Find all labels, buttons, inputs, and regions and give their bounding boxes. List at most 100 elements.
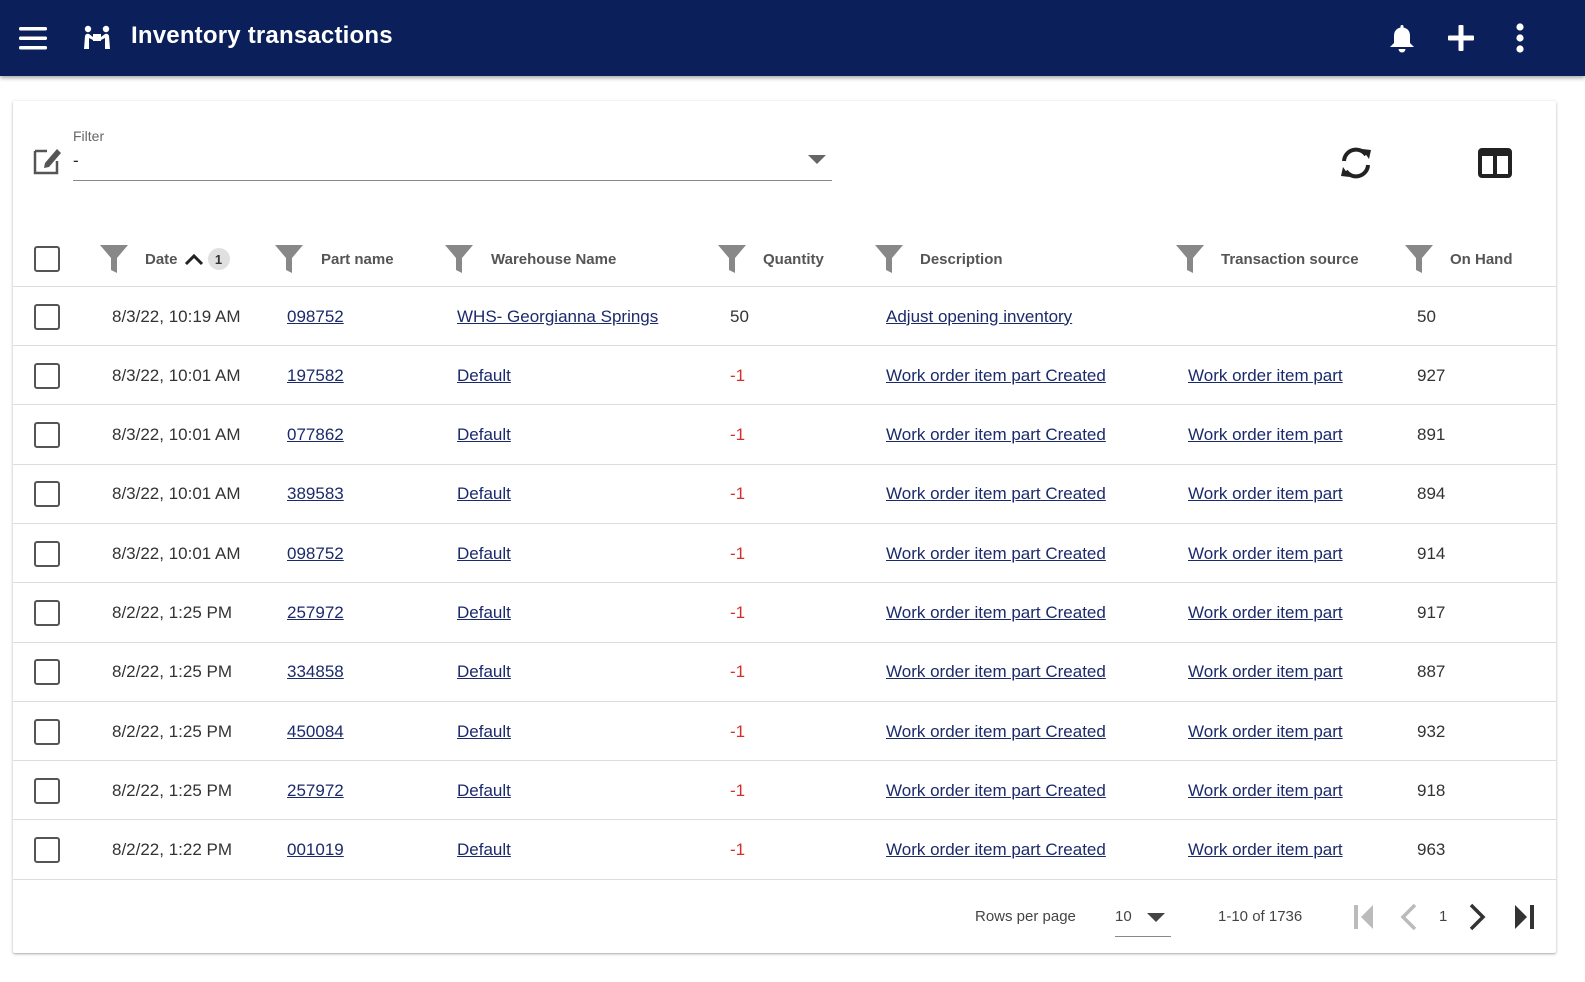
table-row: 8/2/22, 1:25 PM 450084 Default -1 Work order… bbox=[13, 702, 1556, 762]
previous-page-icon[interactable] bbox=[1399, 903, 1419, 935]
transaction-source-link[interactable]: Work order item part bbox=[1188, 840, 1343, 860]
transaction-source-link[interactable]: Work order item part bbox=[1188, 365, 1343, 385]
transaction-source-link[interactable]: Work order item part bbox=[1188, 780, 1343, 800]
column-header-warehouse-name[interactable]: Warehouse Name bbox=[491, 231, 616, 287]
part-link[interactable]: 450084 bbox=[287, 721, 344, 741]
row-checkbox[interactable] bbox=[34, 821, 60, 880]
rows-per-page-value: 10 bbox=[1115, 908, 1132, 925]
add-icon[interactable] bbox=[1441, 18, 1481, 58]
cell-date: 8/3/22, 10:01 AM bbox=[112, 543, 241, 563]
description-link[interactable]: Work order item part Created bbox=[886, 603, 1106, 622]
part-link[interactable]: 334858 bbox=[287, 662, 344, 682]
first-page-icon[interactable] bbox=[1353, 903, 1375, 935]
row-checkbox[interactable] bbox=[34, 524, 60, 583]
row-checkbox[interactable] bbox=[34, 346, 60, 405]
filter-funnel-icon[interactable] bbox=[1404, 231, 1434, 287]
row-checkbox[interactable] bbox=[34, 465, 60, 524]
transaction-source-link[interactable]: Work order item part bbox=[1188, 484, 1343, 504]
column-header-part-name[interactable]: Part name bbox=[321, 231, 394, 287]
transaction-source-link[interactable]: Work order item part bbox=[1188, 721, 1343, 741]
view-columns-icon[interactable] bbox=[1478, 148, 1512, 183]
filter-funnel-icon[interactable] bbox=[274, 231, 304, 287]
description-link[interactable]: Work order item part Created bbox=[886, 543, 1106, 563]
filter-funnel-icon[interactable] bbox=[99, 231, 129, 287]
part-link[interactable]: 098752 bbox=[287, 306, 344, 326]
row-checkbox[interactable] bbox=[34, 761, 60, 820]
cell-date: 8/3/22, 10:01 AM bbox=[112, 425, 241, 445]
bell-icon[interactable] bbox=[1382, 18, 1422, 58]
part-link[interactable]: 197582 bbox=[287, 365, 344, 385]
warehouse-link[interactable]: Default bbox=[457, 543, 511, 563]
table-header: Date 1 Part name Warehouse Name Quantity… bbox=[13, 231, 1556, 287]
warehouse-link[interactable]: WHS- Georgianna Springs bbox=[457, 306, 659, 326]
filter-select[interactable]: - bbox=[73, 151, 79, 170]
warehouse-link[interactable]: Default bbox=[457, 365, 511, 385]
cell-date: 8/2/22, 1:22 PM bbox=[112, 840, 233, 860]
cell-quantity: -1 bbox=[730, 840, 746, 860]
rows-per-page-select[interactable]: 10 bbox=[1115, 899, 1171, 937]
last-page-icon[interactable] bbox=[1513, 903, 1535, 935]
filter-funnel-icon[interactable] bbox=[1175, 231, 1205, 287]
cell-on-hand: 887 bbox=[1417, 662, 1446, 682]
description-link[interactable]: Work order item part Created bbox=[886, 780, 1106, 800]
cell-quantity: 50 bbox=[730, 306, 749, 326]
table-row: 8/3/22, 10:01 AM 098752 Default -1 Work orde… bbox=[13, 524, 1556, 584]
sort-order-badge: 1 bbox=[207, 248, 230, 270]
column-header-quantity[interactable]: Quantity bbox=[763, 231, 824, 287]
part-link[interactable]: 257972 bbox=[287, 780, 344, 800]
description-link[interactable]: Work order item part Created bbox=[886, 662, 1106, 682]
row-checkbox[interactable] bbox=[34, 702, 60, 761]
cell-on-hand: 894 bbox=[1417, 484, 1446, 504]
part-link[interactable]: 098752 bbox=[287, 543, 344, 563]
description-link[interactable]: Work order item part Created bbox=[886, 840, 1106, 860]
more-vert-icon[interactable] bbox=[1500, 18, 1540, 58]
refresh-icon[interactable] bbox=[1338, 146, 1374, 185]
warehouse-link[interactable]: Default bbox=[457, 721, 511, 741]
part-link[interactable]: 257972 bbox=[287, 603, 344, 622]
column-header-transaction-source[interactable]: Transaction source bbox=[1221, 231, 1359, 287]
filter-funnel-icon[interactable] bbox=[444, 231, 474, 287]
warehouse-link[interactable]: Default bbox=[457, 603, 511, 622]
filter-funnel-icon[interactable] bbox=[717, 231, 747, 287]
row-checkbox[interactable] bbox=[34, 406, 60, 465]
column-label: Part name bbox=[321, 250, 394, 268]
page-range: 1-10 of 1736 bbox=[1218, 908, 1303, 925]
edit-filter-icon[interactable] bbox=[31, 145, 63, 180]
description-link[interactable]: Work order item part Created bbox=[886, 721, 1106, 741]
column-header-description[interactable]: Description bbox=[920, 231, 1003, 287]
description-link[interactable]: Work order item part Created bbox=[886, 484, 1106, 504]
warehouse-link[interactable]: Default bbox=[457, 662, 511, 682]
next-page-icon[interactable] bbox=[1467, 903, 1487, 935]
transaction-source-link[interactable]: Work order item part bbox=[1188, 543, 1343, 563]
row-checkbox[interactable] bbox=[34, 584, 60, 643]
warehouse-link[interactable]: Default bbox=[457, 425, 511, 445]
column-header-date[interactable]: Date 1 bbox=[145, 231, 230, 287]
cell-date: 8/2/22, 1:25 PM bbox=[112, 721, 233, 741]
table-row: 8/2/22, 1:25 PM 257972 Default -1 Work order… bbox=[13, 584, 1556, 643]
cell-date: 8/3/22, 10:01 AM bbox=[112, 365, 241, 385]
chevron-down-icon bbox=[1147, 913, 1165, 922]
row-checkbox[interactable] bbox=[34, 287, 60, 346]
column-label: Transaction source bbox=[1221, 250, 1359, 268]
select-all-checkbox[interactable] bbox=[34, 231, 60, 287]
cell-quantity: -1 bbox=[730, 425, 746, 445]
transaction-source-link[interactable]: Work order item part bbox=[1188, 662, 1343, 682]
part-link[interactable]: 389583 bbox=[287, 484, 344, 504]
warehouse-link[interactable]: Default bbox=[457, 484, 511, 504]
filter-funnel-icon[interactable] bbox=[874, 231, 904, 287]
description-link[interactable]: Adjust opening inventory bbox=[886, 306, 1073, 326]
cell-quantity: -1 bbox=[730, 484, 746, 504]
row-checkbox[interactable] bbox=[34, 643, 60, 702]
part-link[interactable]: 077862 bbox=[287, 425, 344, 445]
transaction-source-link[interactable]: Work order item part bbox=[1188, 603, 1343, 622]
warehouse-link[interactable]: Default bbox=[457, 840, 511, 860]
column-header-on-hand[interactable]: On Hand bbox=[1450, 231, 1513, 287]
part-link[interactable]: 001019 bbox=[287, 840, 344, 860]
chevron-down-icon[interactable] bbox=[808, 155, 826, 164]
warehouse-link[interactable]: Default bbox=[457, 780, 511, 800]
cell-quantity: -1 bbox=[730, 662, 746, 682]
menu-icon[interactable] bbox=[13, 18, 53, 58]
transaction-source-link[interactable]: Work order item part bbox=[1188, 425, 1343, 445]
description-link[interactable]: Work order item part Created bbox=[886, 365, 1106, 385]
description-link[interactable]: Work order item part Created bbox=[886, 425, 1106, 445]
